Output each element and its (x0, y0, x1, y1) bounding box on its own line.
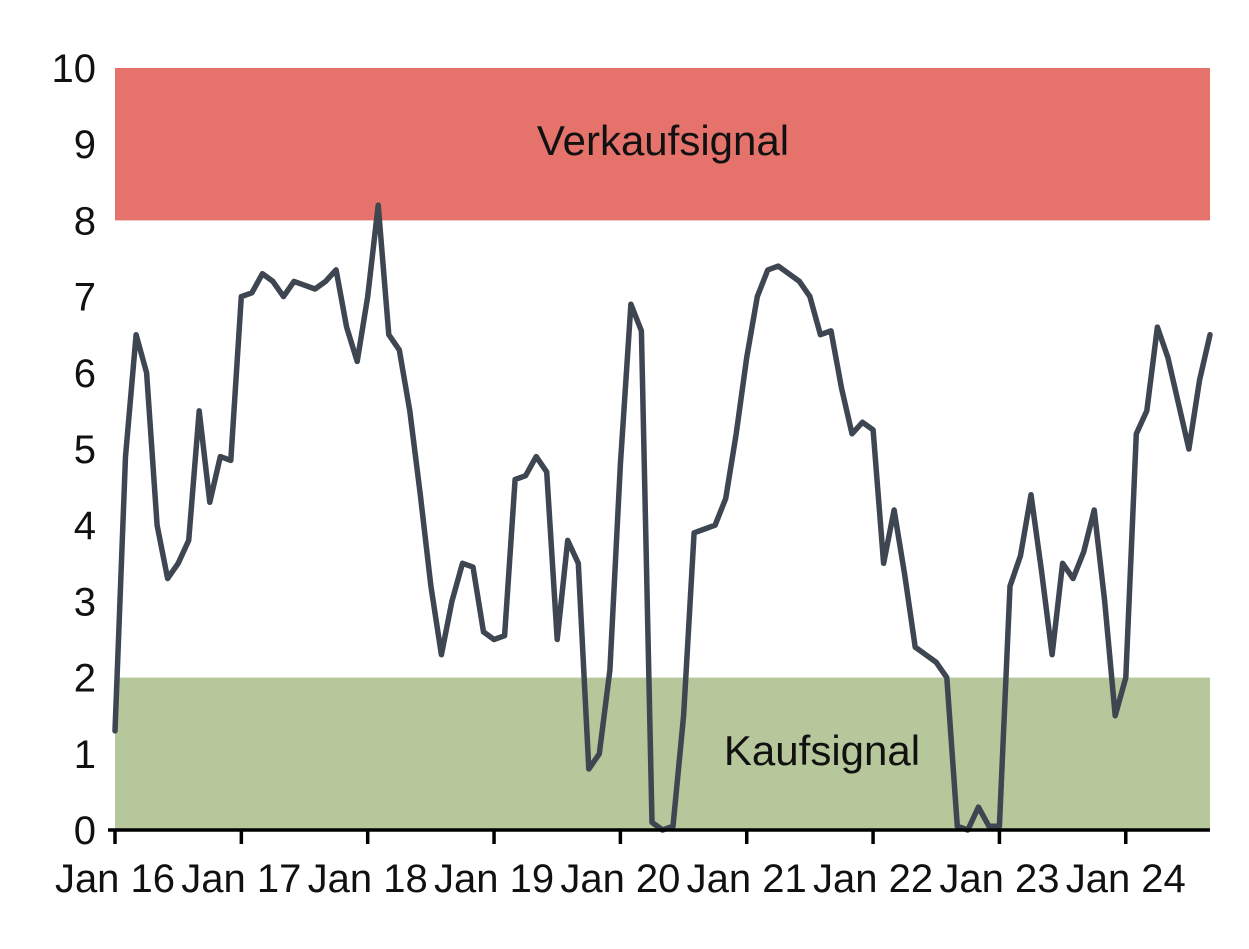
y-tick-label: 5 (74, 428, 96, 472)
y-tick-label: 3 (74, 580, 96, 624)
x-axis-labels: Jan 16 Jan 17 Jan 18 Jan 19 Jan 20 Jan 21 Jan … (55, 857, 1186, 901)
x-tick-label: Jan 20 (560, 857, 680, 901)
y-tick-label: 4 (74, 504, 96, 548)
y-tick-label: 8 (74, 199, 96, 243)
y-tick-label: 6 (74, 352, 96, 396)
y-tick-label: 7 (74, 276, 96, 320)
sell-band (115, 68, 1210, 221)
x-tick-label: Jan 19 (434, 857, 554, 901)
buy-band-label: Kaufsignal (724, 727, 920, 774)
y-tick-label: 9 (74, 123, 96, 167)
x-tick-label: Jan 21 (687, 857, 807, 901)
signal-bands (115, 68, 1210, 830)
x-tick-label: Jan 24 (1066, 857, 1186, 901)
x-tick-label: Jan 18 (308, 857, 428, 901)
y-tick-label: 2 (74, 657, 96, 701)
y-tick-label: 10 (52, 47, 97, 91)
x-tick-label: Jan 16 (55, 857, 175, 901)
x-tick-label: Jan 23 (939, 857, 1059, 901)
x-axis (108, 828, 1210, 844)
x-tick-label: Jan 22 (813, 857, 933, 901)
y-tick-label: 0 (74, 809, 96, 853)
sell-band-label: Verkaufsignal (537, 117, 789, 164)
buy-band (115, 677, 1210, 830)
y-tick-label: 1 (74, 733, 96, 777)
y-axis-labels: 0 1 2 3 4 5 6 7 8 9 10 (52, 47, 97, 853)
x-tick-label: Jan 17 (181, 857, 301, 901)
